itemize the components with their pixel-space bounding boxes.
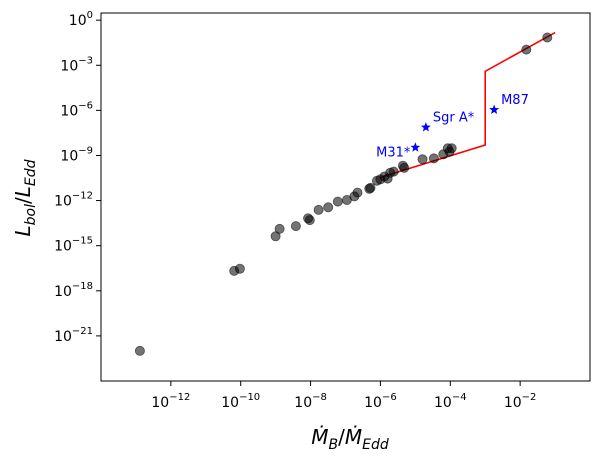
x-axis-title: ṀB/ṀEdd [311,425,389,453]
scatter-point [304,215,315,226]
star-marker-2 [489,104,500,114]
scatter-point [290,221,301,232]
scatter-point [417,154,428,165]
star-label-1: Sgr A* [433,110,475,125]
star-layer: M31* Sgr A* M87 [376,93,529,161]
scatter-point [365,182,376,193]
scatter-point [134,345,145,356]
star-label-0: M31* [376,146,411,161]
x-tick-label: 10−8 [294,392,327,411]
y-tick-label: 100 [69,10,93,29]
y-axis-title: Lbol/LEdd [11,159,39,236]
y-tick-label: 10−3 [60,55,93,74]
scatter-point [428,153,439,164]
star-label-2: M87 [501,93,529,108]
scatter-point [388,166,399,177]
x-tick-label: 10−6 [364,392,397,411]
scatter-point [542,32,553,43]
star-marker-1 [420,122,431,132]
scatter-point [521,44,532,55]
scatter-point [399,162,410,173]
scatter-layer [134,32,553,356]
x-tick-label: 10−12 [151,392,190,411]
x-tick-label: 10−2 [504,392,537,411]
scatter-point [234,263,245,274]
scatter-point [332,196,343,207]
x-axis-ticks: 10−12 10−10 10−8 10−6 10−4 10−2 [151,381,536,411]
y-tick-label: 10−6 [60,100,93,119]
scatter-point [313,204,324,215]
x-tick-label: 10−4 [434,392,467,411]
y-tick-label: 10−9 [60,145,93,164]
x-tick-label: 10−10 [221,392,260,411]
y-tick-label: 10−21 [54,326,93,345]
scatter-point [323,202,334,213]
y-tick-label: 10−15 [54,236,93,255]
y-tick-label: 10−12 [54,191,93,210]
scatter-point [352,187,363,198]
star-marker-0 [410,142,421,152]
scatter-point [274,223,285,234]
y-axis-ticks: 100 10−3 10−6 10−9 10−12 10−15 10−18 10−21 [54,10,101,345]
scatter-point [446,143,457,154]
y-tick-label: 10−18 [54,281,93,300]
